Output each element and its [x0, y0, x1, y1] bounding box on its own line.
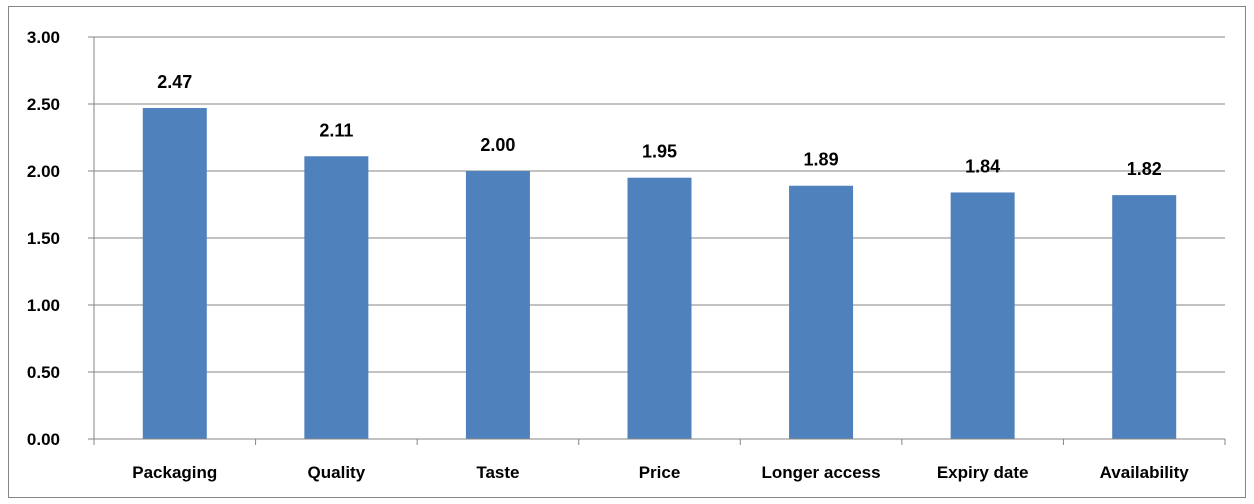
y-tick-label: 0.00: [27, 430, 60, 449]
bar: [304, 156, 369, 439]
y-tick-label: 2.00: [27, 162, 60, 181]
bar: [627, 177, 692, 439]
data-label: 1.82: [1127, 159, 1162, 179]
data-label: 2.11: [319, 120, 353, 140]
data-label: 1.89: [804, 150, 839, 170]
data-label: 2.00: [480, 135, 515, 155]
y-axis-tick-labels: 0.00 0.50 1.00 1.50 2.00 2.50 3.00: [27, 28, 60, 449]
bar: [1112, 195, 1177, 439]
data-label: 1.84: [965, 156, 1000, 176]
x-tick-label: Taste: [476, 463, 519, 482]
x-axis-tick-labels: Packaging Quality Taste Price Longer access E…: [132, 463, 1189, 482]
y-tick-label: 1.00: [27, 296, 60, 315]
y-tick-label: 3.00: [27, 28, 60, 47]
y-tick-label: 0.50: [27, 363, 60, 382]
data-label: 1.95: [642, 142, 677, 162]
chart-frame: [8, 6, 1246, 498]
x-tick-label: Expiry date: [937, 463, 1029, 482]
data-labels: 2.47 2.11 2.00 1.95 1.89 1.84 1.82: [157, 72, 1161, 179]
x-tick-label: Longer access: [762, 463, 881, 482]
x-tick-label: Price: [639, 463, 681, 482]
data-label: 2.47: [157, 72, 192, 92]
bar: [142, 108, 207, 440]
bar: [789, 185, 854, 439]
y-tick-label: 2.50: [27, 95, 60, 114]
y-tick-label: 1.50: [27, 229, 60, 248]
bar: [950, 192, 1015, 439]
x-tick-label: Quality: [308, 463, 366, 482]
axes: [93, 37, 1226, 445]
x-tick-label: Availability: [1100, 463, 1190, 482]
bar: [465, 171, 530, 439]
bars: [142, 108, 1177, 440]
x-tick-label: Packaging: [132, 463, 217, 482]
